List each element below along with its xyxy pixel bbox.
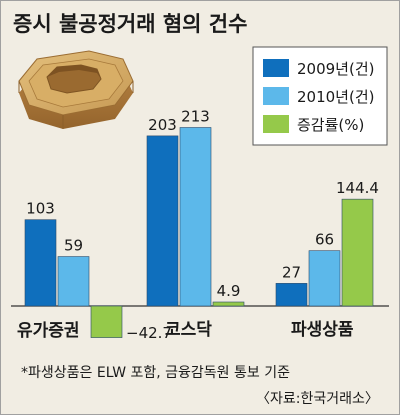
value-label-kosdaq-2010: 213	[181, 108, 210, 126]
value-label-kosdaq-change: 4.9	[217, 282, 241, 300]
value-label-yuga-2010: 59	[64, 237, 83, 255]
bar-derivatives-2009	[275, 283, 308, 307]
category-label-derivatives: 파생상품	[291, 320, 354, 340]
bar-yuga-2010	[57, 256, 90, 307]
legend-swatch-change	[263, 115, 289, 133]
value-label-derivatives-2009: 27	[282, 263, 301, 281]
value-label-derivatives-2010: 66	[315, 231, 334, 249]
legend-swatch-2010	[263, 87, 289, 105]
bar-kosdaq-2009	[146, 135, 179, 307]
source-note: 〈자료:한국거래소〉	[256, 391, 379, 407]
wooden-hexagon-frame-icon	[18, 50, 134, 129]
legend-label-change: 증감률(%)	[297, 116, 364, 134]
footnote: *파생상품은 ELW 포함, 금융감독원 통보 기준	[21, 365, 290, 381]
category-label-kosdaq: 코스닥	[165, 320, 212, 340]
value-label-yuga-change: −42.7	[126, 324, 172, 342]
chart-title: 증시 불공정거래 혐의 건수	[13, 12, 247, 36]
value-label-derivatives-change: 144.4	[336, 179, 379, 197]
bar-yuga-change	[90, 305, 123, 338]
bar-kosdaq-2010	[179, 127, 212, 307]
bar-derivatives-change	[341, 198, 374, 307]
bar-yuga-2009	[24, 219, 57, 307]
legend-label-2010: 2010년(건)	[297, 88, 374, 106]
value-label-kosdaq-2009: 203	[148, 116, 177, 134]
legend-swatch-2009	[263, 59, 289, 77]
legend-label-2009: 2009년(건)	[297, 60, 374, 78]
bar-kosdaq-change	[212, 301, 245, 307]
value-label-yuga-2009: 103	[26, 200, 55, 218]
bars-group: 103 59 −42.7 203 213 4.9 27 66 144.4	[24, 108, 379, 342]
legend: 2009년(건) 2010년(건) 증감률(%)	[252, 46, 388, 146]
bar-derivatives-2010	[308, 250, 341, 307]
category-label-yuga: 유가증권	[17, 321, 80, 341]
